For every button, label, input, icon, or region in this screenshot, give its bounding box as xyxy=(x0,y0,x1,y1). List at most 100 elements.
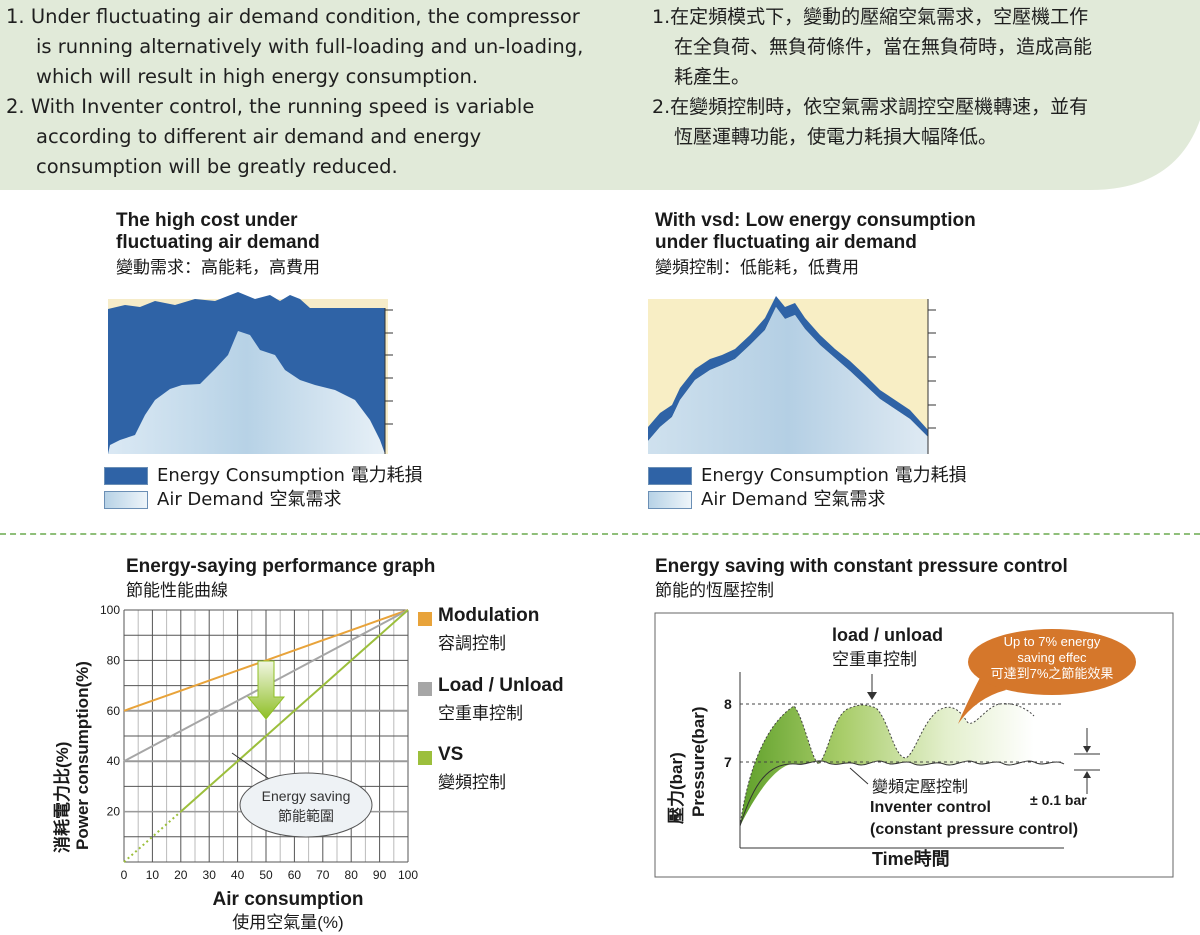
x-tick-label: 100 xyxy=(398,868,418,882)
air-demand-swatch xyxy=(104,491,148,509)
energy-consumption-band xyxy=(648,296,928,441)
x-tick-label: 20 xyxy=(174,868,188,882)
legend-vs-cn: 變頻控制 xyxy=(438,773,506,793)
y-tick-label: 80 xyxy=(107,653,121,667)
energy-saving-bubble: Up to 7% energy saving effec 可達到7%之節能效果 xyxy=(958,629,1136,724)
left-legend-energy: Energy Consumption 電力耗損 xyxy=(157,465,423,486)
intro-cn-line: 恆壓運轉功能，使電力耗損大幅降低。 xyxy=(674,126,998,148)
inverter-label-paren: (constant pressure control) xyxy=(870,821,1078,838)
x-tick-label: 50 xyxy=(259,868,273,882)
inverter-label-cn: 變頻定壓控制 xyxy=(872,778,968,796)
bubble-text-1: Up to 7% energy xyxy=(1004,634,1101,649)
energy-saving-callout: Energy saving 節能範圍 xyxy=(231,752,373,838)
right-panel-title-2: under fluctuating air demand xyxy=(655,232,917,253)
down-arrow xyxy=(246,660,286,720)
tolerance-arrow-down xyxy=(1083,746,1091,753)
intro-cn-line: 耗產生。 xyxy=(674,66,751,88)
callout-text-1: Energy saving xyxy=(262,788,351,804)
right-panel-title-1: With vsd: Low energy consumption xyxy=(655,210,976,231)
intro-cn-item-1: 1.在定頻模式下，變動的壓縮空氣需求，空壓機工作 xyxy=(652,6,1089,28)
load-unload-label-cn: 空重車控制 xyxy=(832,650,917,669)
arrow-head xyxy=(867,692,877,700)
bubble-text-2: saving effec xyxy=(1017,650,1087,665)
load-unload-swatch xyxy=(418,682,432,696)
tolerance-label: ± 0.1 bar xyxy=(1030,792,1087,808)
high-cost-area-chart xyxy=(108,292,393,454)
pressure-graph-subtitle: 節能的恆壓控制 xyxy=(655,581,774,601)
intro-en-line: according to different air demand and en… xyxy=(36,125,482,148)
left-panel-subtitle: 變動需求：高能耗，高費用 xyxy=(116,258,320,278)
y-tick-label: 40 xyxy=(107,754,121,768)
inverter-curve xyxy=(739,760,1065,827)
constant-pressure-chart: 8 7 壓力(bar) Pressure(bar) load / unload … xyxy=(654,612,1174,878)
left-panel-title-2: fluctuating air demand xyxy=(116,232,320,253)
air-demand-area xyxy=(108,331,385,454)
right-axis-ticks xyxy=(384,308,393,454)
energy-consumption-swatch xyxy=(104,467,148,485)
time-xlabel: Time時間 xyxy=(872,849,950,869)
left-legend-air: Air Demand 空氣需求 xyxy=(157,489,342,510)
legend-modulation: Modulation xyxy=(438,605,540,626)
chart-tick-labels: 0 10 20 30 40 50 60 70 80 90 100 20 40 60 80 100 xyxy=(100,603,418,882)
load-unload-label: load / unload xyxy=(832,625,943,645)
left-panel-title-1: The high cost under xyxy=(116,210,298,231)
series-line-modulation xyxy=(123,609,409,712)
x-tick-label: 70 xyxy=(316,868,330,882)
tick-7: 7 xyxy=(724,754,732,770)
right-legend-air: Air Demand 空氣需求 xyxy=(701,489,886,510)
intro-cn-line: 在全負荷、無負荷條件，當在無負荷時，造成高能 xyxy=(674,36,1093,58)
modulation-swatch xyxy=(418,612,432,626)
y-tick-label: 20 xyxy=(107,805,121,819)
intro-cn-item-2: 2.在變頻控制時，依空氣需求調控空壓機轉速，並有 xyxy=(652,96,1089,118)
intro-chinese: 1.在定頻模式下，變動的壓縮空氣需求，空壓機工作 在全負荷、無負荷條件，當在無負… xyxy=(652,2,1092,152)
x-tick-label: 30 xyxy=(203,868,217,882)
load-unload-curve xyxy=(739,703,1035,827)
x-tick-label: 40 xyxy=(231,868,245,882)
performance-chart: 0 10 20 30 40 50 60 70 80 90 100 20 40 60 80 100 Energy… xyxy=(52,603,418,932)
pressure-ylabel-en: Pressure(bar) xyxy=(689,706,708,817)
perf-graph-subtitle: 節能性能曲線 xyxy=(126,581,228,601)
perf-legend: Modulation 容調控制 Load / Unload 空重車控制 VS 變… xyxy=(416,605,606,805)
energy-saving-region xyxy=(740,703,1034,826)
perf-xlabel-cn: 使用空氣量(%) xyxy=(232,912,343,932)
perf-ylabel-en: Power consumption(%) xyxy=(73,661,92,850)
air-demand-area xyxy=(648,307,928,454)
right-legend-energy: Energy Consumption 電力耗損 xyxy=(701,465,967,486)
intro-en-line: which will result in high energy consump… xyxy=(36,65,479,88)
callout-text-2: 節能範圍 xyxy=(278,808,334,824)
pressure-ylabel-cn: 壓力(bar) xyxy=(666,752,686,824)
legend-modulation-cn: 容調控制 xyxy=(438,634,506,654)
bubble-text-3: 可達到7%之節能效果 xyxy=(991,666,1114,681)
x-tick-label: 60 xyxy=(288,868,302,882)
x-tick-label: 80 xyxy=(345,868,359,882)
vs-swatch xyxy=(418,751,432,765)
section-divider xyxy=(0,533,1200,535)
perf-graph-title: Energy-saying performance graph xyxy=(126,556,436,577)
x-tick-label: 10 xyxy=(146,868,160,882)
inverter-label-en: Inventer control xyxy=(870,799,991,816)
vsd-area-chart xyxy=(648,296,936,454)
intro-en-item-1: 1. Under fluctuating air demand conditio… xyxy=(6,5,580,28)
y-tick-label: 60 xyxy=(107,704,121,718)
intro-en-line: is running alternatively with full-loadi… xyxy=(36,35,584,58)
pressure-graph-title: Energy saving with constant pressure con… xyxy=(655,556,1068,577)
series-line-vs xyxy=(180,609,409,813)
tick-8: 8 xyxy=(724,696,732,712)
legend-vs: VS xyxy=(438,744,464,765)
air-demand-swatch xyxy=(648,491,692,509)
energy-consumption-swatch xyxy=(648,467,692,485)
intro-banner xyxy=(0,0,1200,190)
legend-load-unload-cn: 空重車控制 xyxy=(438,704,523,724)
y-tick-label: 100 xyxy=(100,603,120,617)
intro-en-item-2: 2. With Inventer control, the running sp… xyxy=(6,95,535,118)
right-panel-subtitle: 變頻控制：低能耗，低費用 xyxy=(655,258,859,278)
intro-en-line: consumption will be greatly reduced. xyxy=(36,155,398,178)
x-tick-label: 0 xyxy=(121,868,128,882)
perf-xlabel-en: Air consumption xyxy=(213,889,364,910)
right-axis-ticks xyxy=(927,299,936,454)
legend-load-unload: Load / Unload xyxy=(438,675,564,696)
x-tick-label: 90 xyxy=(373,868,387,882)
intro-english: 1. Under fluctuating air demand conditio… xyxy=(6,2,583,182)
tolerance-arrow-up xyxy=(1083,771,1091,778)
perf-ylabel-cn: 消耗電力比(%) xyxy=(52,742,72,853)
